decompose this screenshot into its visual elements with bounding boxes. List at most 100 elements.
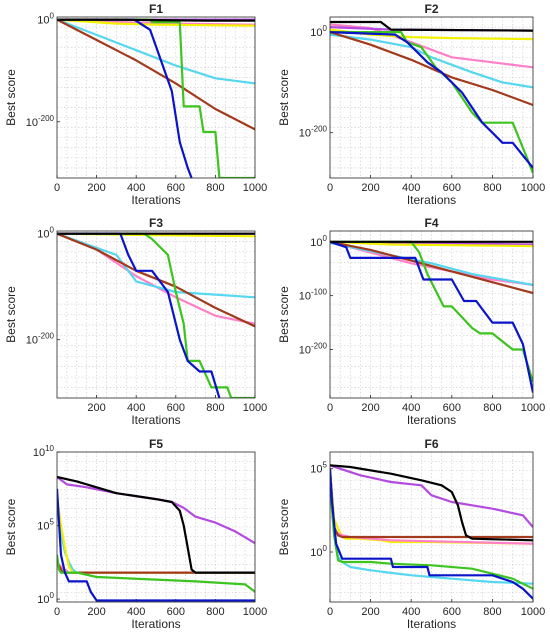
y-axis-label: Best score	[4, 69, 18, 126]
grid	[57, 231, 255, 398]
x-tick-label: 200	[87, 606, 105, 618]
series-line-blue	[330, 31, 533, 169]
series-group	[330, 240, 533, 393]
series-line-blue	[330, 240, 533, 393]
chart-title: F3	[149, 216, 163, 230]
y-axis-label: Best score	[4, 498, 18, 555]
x-tick-label: 0	[54, 182, 60, 194]
x-tick-label: 400	[402, 606, 420, 618]
series-line-cyan	[57, 232, 255, 299]
series-line-green	[57, 232, 255, 398]
series-line-black	[330, 20, 533, 32]
y-tick-label: 10-200	[26, 114, 55, 129]
x-tick-label: 800	[206, 402, 224, 414]
chart-panel-f6: 0 200 400 600 800 1000 105 100 F6 Iterations Best …	[277, 437, 545, 631]
x-tick-label: 400	[402, 402, 420, 414]
x-tick-label: 0	[327, 182, 333, 194]
chart-panel-f3: 200 400 600 800 1000 100 10-200 F3 Iterations Bes…	[4, 216, 267, 427]
x-axis-label: Iterations	[407, 193, 456, 207]
series-line-blue	[57, 232, 221, 398]
y-axis-label: Best score	[277, 69, 291, 126]
x-tick-label: 800	[483, 402, 501, 414]
x-tick-label: 1000	[521, 606, 545, 618]
y-axis-label: Best score	[4, 286, 18, 343]
x-tick-label: 200	[87, 182, 105, 194]
x-tick-label: 600	[167, 402, 185, 414]
y-tick-label: 105	[310, 461, 327, 476]
axes-box	[329, 451, 534, 603]
series-group	[57, 475, 255, 602]
x-tick-label: 600	[443, 182, 461, 194]
series-line-brown	[330, 31, 533, 107]
series-line-green	[330, 485, 533, 590]
x-tick-label: 1000	[243, 402, 267, 414]
x-axis-label: Iterations	[131, 193, 180, 207]
x-tick-label: 400	[127, 606, 145, 618]
series-line-cyan	[330, 33, 533, 89]
x-tick-label: 200	[361, 606, 379, 618]
series-line-green	[57, 554, 255, 593]
x-tick-label: 200	[361, 182, 379, 194]
y-tick-label: 100	[37, 591, 54, 606]
x-tick-label: 600	[443, 402, 461, 414]
series-line-purple	[330, 464, 533, 528]
x-tick-label: 1000	[521, 402, 545, 414]
chart-panel-f1: 0 200 400 600 800 1000 100 10-200 F1 Iterations Be…	[4, 2, 267, 207]
series-line-blue	[57, 488, 255, 602]
axes-box	[56, 230, 256, 399]
x-tick-label: 600	[167, 182, 185, 194]
grid	[57, 17, 255, 178]
chart-panel-f2: 0 200 400 600 800 1000 100 10-200 F2 Iterations Be…	[277, 2, 545, 207]
grid	[330, 17, 533, 178]
y-tick-label: 105	[37, 518, 54, 533]
x-tick-label: 0	[327, 606, 333, 618]
x-axis-label: Iterations	[407, 617, 456, 631]
chart-panel-f4: 0 200 400 600 800 1000 100 10-100 10-200 F4 Iterat…	[277, 216, 545, 427]
chart-title: F5	[149, 437, 163, 451]
x-tick-label: 400	[127, 182, 145, 194]
series-line-brown	[57, 18, 255, 131]
series-line-brown	[330, 240, 533, 295]
x-tick-label: 200	[361, 402, 379, 414]
x-tick-label: 0	[54, 606, 60, 618]
series-line-black	[57, 475, 255, 574]
series-line-green	[330, 240, 533, 383]
axes-box	[56, 451, 256, 603]
series-line-cyan	[57, 18, 255, 85]
x-tick-label: 800	[206, 606, 224, 618]
y-tick-label: 100	[37, 12, 54, 27]
axes-box	[329, 230, 534, 399]
x-tick-label: 800	[206, 182, 224, 194]
x-tick-label: 800	[483, 182, 501, 194]
y-axis-label: Best score	[277, 498, 291, 555]
y-tick-label: 10-200	[299, 125, 328, 140]
y-tick-label: 10-200	[26, 332, 55, 347]
series-line-yellow	[330, 468, 533, 545]
x-tick-label: 400	[127, 402, 145, 414]
y-tick-label: 100	[310, 544, 327, 559]
chart-title: F4	[424, 216, 438, 230]
x-tick-label: 800	[483, 606, 501, 618]
y-tick-label: 100	[310, 24, 327, 39]
series-line-black	[330, 464, 533, 542]
chart-title: F2	[424, 2, 438, 16]
y-tick-label: 10-200	[299, 342, 328, 357]
axes-box	[56, 16, 256, 179]
x-tick-label: 600	[167, 606, 185, 618]
x-tick-label: 1000	[521, 182, 545, 194]
grid	[330, 452, 533, 602]
y-tick-label: 10-100	[299, 288, 328, 303]
x-axis-label: Iterations	[407, 413, 456, 427]
series-line-brown	[57, 232, 255, 328]
x-tick-label: 200	[87, 402, 105, 414]
y-axis-label: Best score	[277, 286, 291, 343]
series-group	[330, 20, 533, 174]
y-tick-label: 100	[37, 226, 54, 241]
chart-panel-f5: 0 200 400 600 800 1000 1010 105 100 F5 Iterations B…	[4, 437, 267, 631]
chart-title: F6	[424, 437, 438, 451]
series-line-cyan	[330, 241, 533, 286]
x-tick-label: 0	[327, 402, 333, 414]
x-axis-label: Iterations	[131, 617, 180, 631]
x-tick-label: 600	[443, 606, 461, 618]
